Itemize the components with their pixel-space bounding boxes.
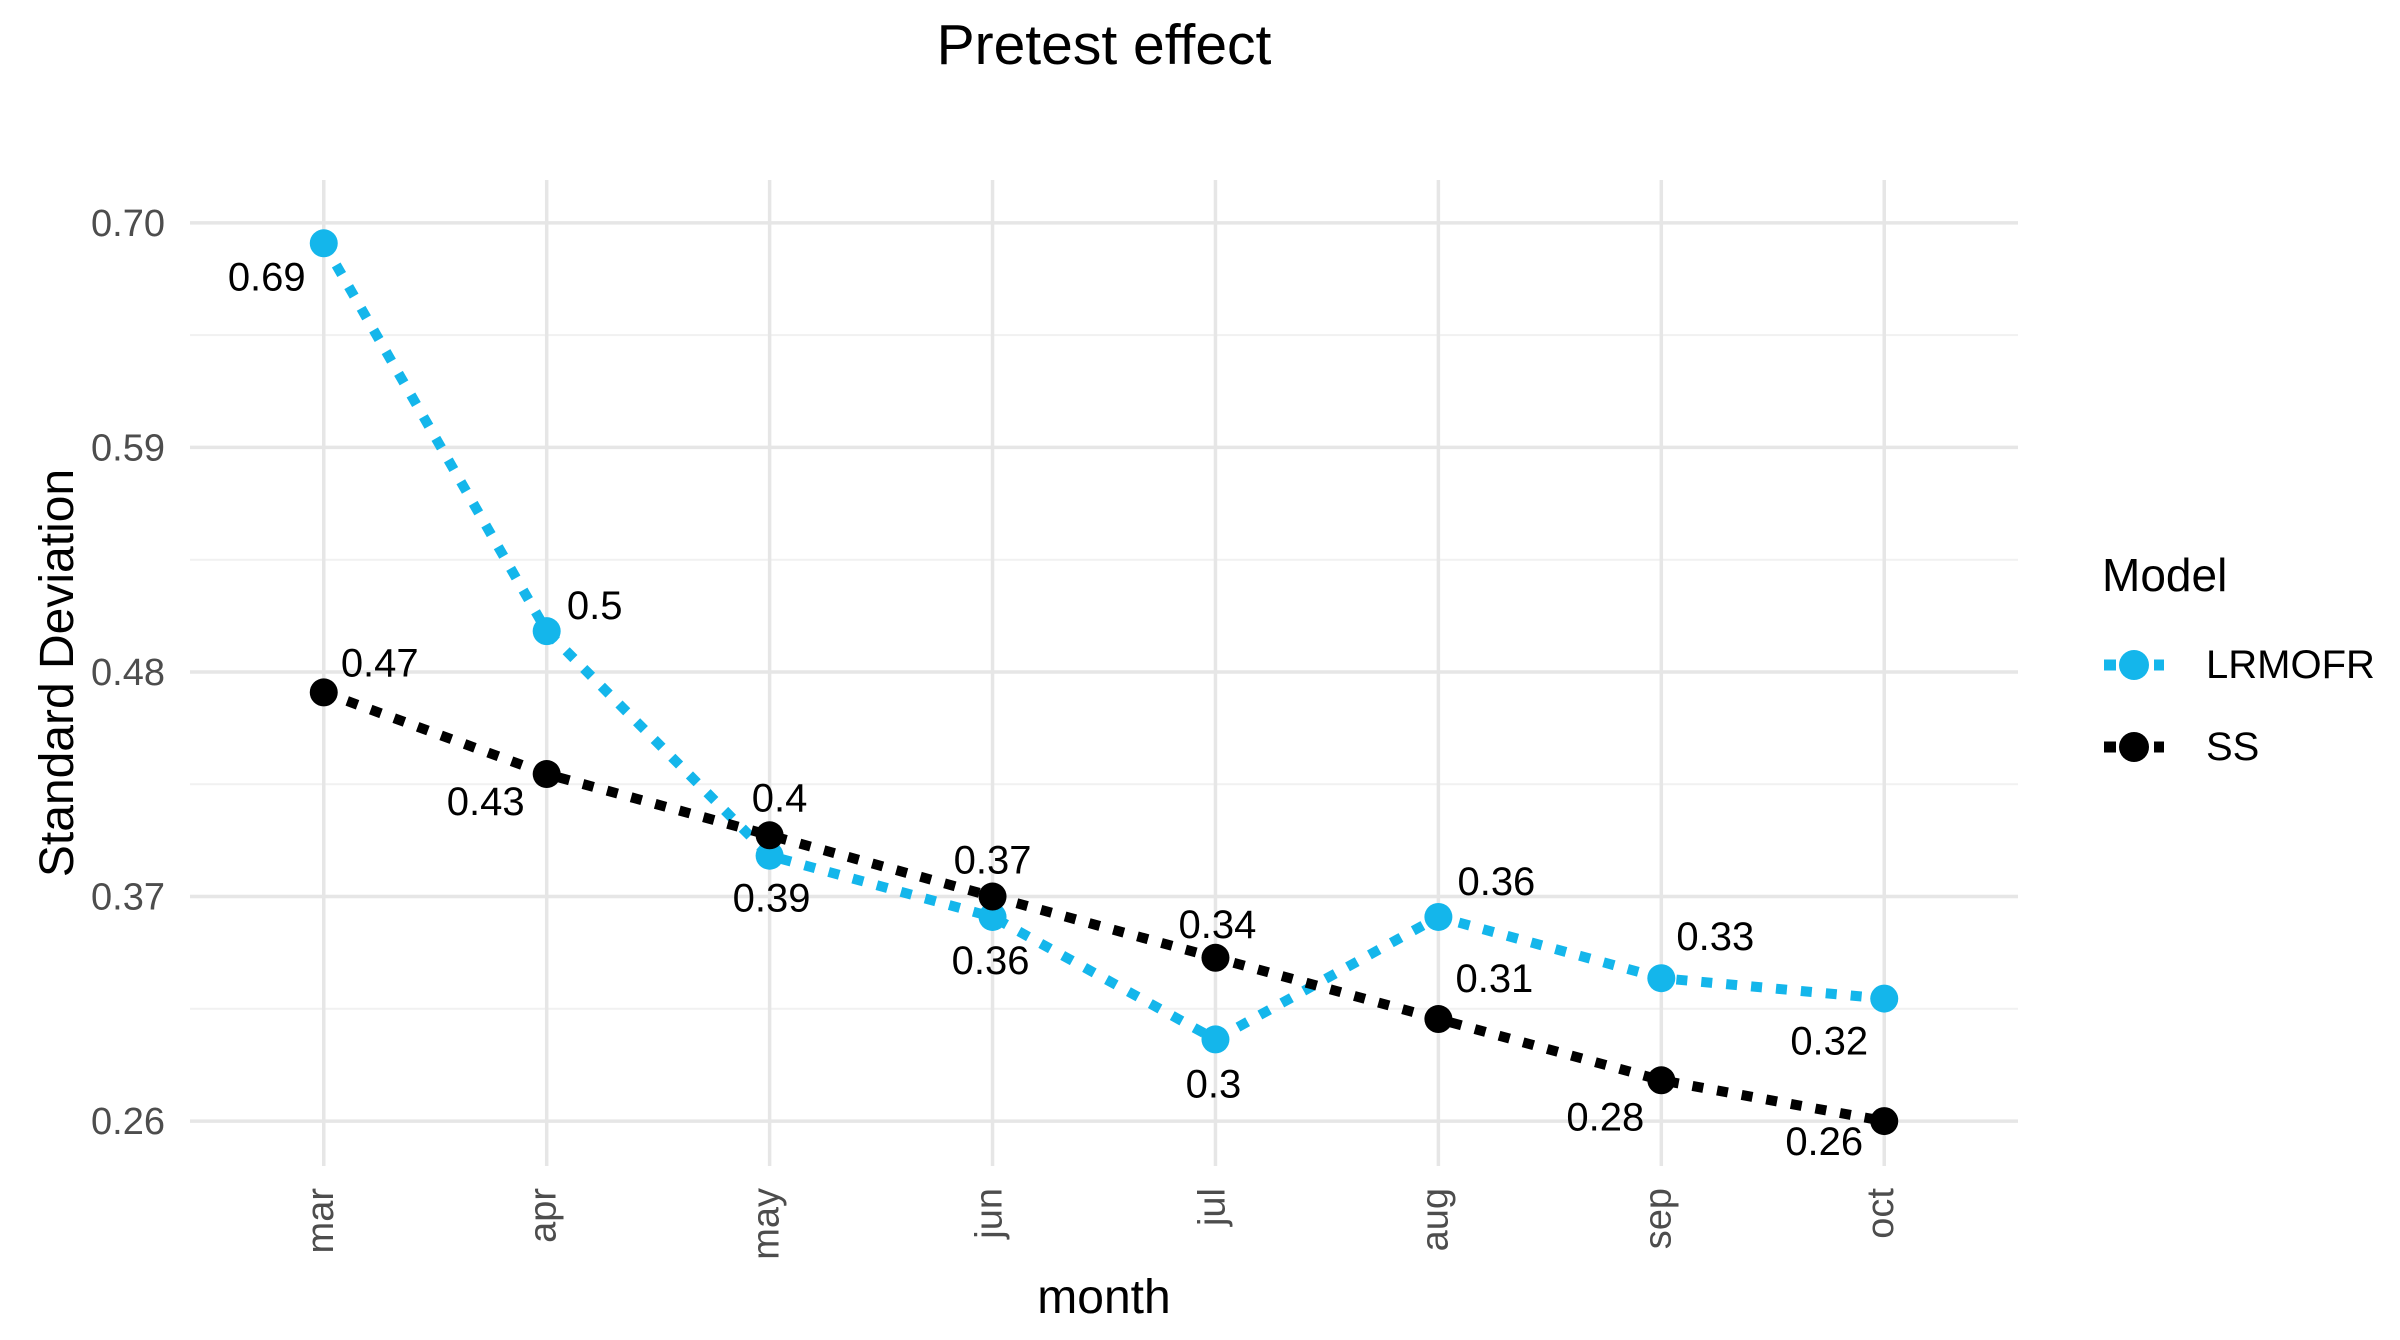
- x-tick-label: may: [746, 1188, 788, 1260]
- data-point-LRMOFR: [1647, 964, 1676, 993]
- data-point-LRMOFR: [1201, 1025, 1230, 1054]
- chart-title: Pretest effect: [936, 13, 1272, 77]
- legend-key-icon: [2104, 650, 2164, 681]
- data-point-label-LRMOFR: 0.32: [1790, 1020, 1868, 1064]
- data-point-LRMOFR: [532, 617, 561, 646]
- y-tick-label: 0.26: [91, 1101, 165, 1143]
- data-point-label-SS: 0.47: [341, 641, 419, 685]
- data-point-label-LRMOFR: 0.5: [567, 584, 623, 628]
- legend-entry-label: LRMOFR: [2206, 642, 2375, 687]
- legend-entry-SS: SS: [2102, 725, 2375, 770]
- x-tick-label: jul: [1191, 1188, 1233, 1227]
- data-point-LRMOFR: [1870, 984, 1899, 1013]
- data-point-label-SS: 0.31: [1455, 957, 1533, 1001]
- data-point-LRMOFR: [1424, 902, 1453, 931]
- y-tick-label: 0.70: [91, 203, 165, 245]
- data-point-label-SS: 0.26: [1785, 1120, 1863, 1164]
- data-point-SS: [309, 678, 338, 707]
- series-line-LRMOFR: [319, 240, 1885, 1046]
- series-line-SS: [322, 687, 1886, 1127]
- data-point-label-LRMOFR: 0.33: [1676, 915, 1754, 959]
- legend: Model LRMOFR SS: [2102, 550, 2375, 770]
- data-point-SS: [1870, 1107, 1899, 1136]
- legend-entries: LRMOFR SS: [2102, 643, 2375, 770]
- x-axis-title: month: [1037, 1271, 1171, 1324]
- data-point-LRMOFR: [755, 841, 784, 870]
- data-point-label-SS: 0.43: [447, 780, 525, 824]
- data-point-label-LRMOFR: 0.36: [952, 939, 1030, 983]
- x-tick-label: aug: [1414, 1188, 1456, 1251]
- data-point-SS: [1424, 1005, 1453, 1034]
- data-point-SS: [755, 821, 784, 850]
- data-point-label-SS: 0.37: [954, 839, 1032, 883]
- data-point-label-LRMOFR: 0.36: [1457, 860, 1535, 904]
- data-point-LRMOFR: [309, 229, 338, 258]
- data-point-SS: [1201, 943, 1230, 972]
- y-tick-label: 0.37: [91, 877, 165, 919]
- x-tick-label: sep: [1637, 1188, 1679, 1249]
- data-point-LRMOFR: [978, 902, 1007, 931]
- data-point-label-LRMOFR: 0.69: [228, 255, 306, 299]
- y-tick-label: 0.59: [91, 427, 165, 469]
- data-point-label-LRMOFR: 0.39: [733, 877, 811, 921]
- data-point-SS: [1647, 1066, 1676, 1095]
- legend-entry-label: SS: [2206, 724, 2260, 769]
- data-point-SS: [978, 882, 1007, 911]
- data-point-label-SS: 0.4: [752, 776, 808, 820]
- data-point-label-SS: 0.34: [1179, 903, 1257, 947]
- legend-entry-LRMOFR: LRMOFR: [2102, 643, 2375, 688]
- legend-title: Model: [2102, 549, 2228, 601]
- legend-key-icon: [2104, 732, 2164, 763]
- x-tick-label: oct: [1860, 1188, 1902, 1239]
- y-axis-title: Standard Deviation: [31, 468, 84, 878]
- data-point-label-LRMOFR: 0.3: [1186, 1062, 1242, 1106]
- x-tick-label: jun: [969, 1188, 1011, 1240]
- x-tick-label: apr: [523, 1188, 565, 1243]
- data-point-label-SS: 0.28: [1566, 1095, 1644, 1139]
- data-point-SS: [532, 760, 561, 789]
- y-tick-label: 0.48: [91, 652, 165, 694]
- x-tick-label: mar: [300, 1188, 342, 1254]
